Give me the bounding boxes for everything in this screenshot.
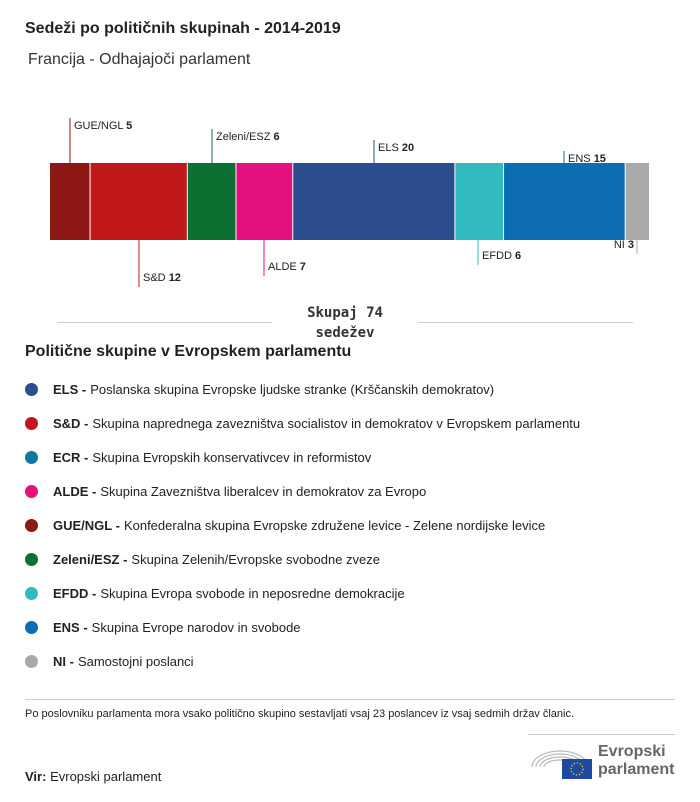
- divider-right: [418, 322, 633, 323]
- legend-item: EFDD - Skupina Evropa svobode in neposred…: [25, 576, 580, 610]
- segment-label: ENS 15: [568, 153, 606, 165]
- segment-label: Zeleni/ESZ 6: [216, 131, 280, 143]
- legend-text: Konfederalna skupina Evropske združene l…: [123, 517, 546, 533]
- total-line2: sedežev: [315, 325, 375, 341]
- bar-segment: [90, 163, 187, 240]
- legend-item: Zeleni/ESZ - Skupina Zelenih/Evropske svo…: [25, 542, 580, 576]
- legend-dot-icon: [25, 416, 38, 430]
- footnote: Po poslovniku parlamenta mora vsako poli…: [25, 708, 575, 720]
- source: Vir: Evropski parlament: [25, 769, 161, 784]
- legend-abbr: ECR -: [53, 449, 89, 465]
- bar-segment: [455, 163, 504, 240]
- legend-text: Skupina Zelenih/Evropske svobodne zveze: [131, 551, 380, 567]
- legend-dot-icon: [25, 484, 38, 498]
- legend-abbr: EFDD -: [53, 585, 97, 601]
- legend-item: ELS - Poslanska skupina Evropske ljudske …: [25, 372, 580, 406]
- legend-abbr: ENS -: [53, 619, 88, 635]
- legend: ELS - Poslanska skupina Evropske ljudske …: [25, 372, 580, 678]
- bar-segment: [293, 163, 455, 240]
- legend-dot-icon: [25, 518, 38, 532]
- chart-title: Sedeži po političnih skupinah - 2014-201…: [25, 20, 341, 37]
- total-line1: Skupaj 74: [307, 305, 383, 321]
- legend-abbr: S&D -: [53, 415, 89, 431]
- legend-abbr: ALDE -: [53, 483, 97, 499]
- segment-label: S&D 12: [143, 272, 181, 284]
- hemicycle-flag-icon: [531, 750, 592, 779]
- bar-segment: [187, 163, 236, 240]
- bar-segment: [504, 163, 625, 240]
- segment-label: NI 3: [614, 239, 634, 251]
- bar-segment: [50, 163, 90, 240]
- legend-abbr: NI -: [53, 653, 74, 669]
- legend-dot-icon: [25, 586, 38, 600]
- legend-abbr: GUE/NGL -: [53, 517, 120, 533]
- logo-divider: [528, 734, 675, 735]
- segment-label: ALDE 7: [268, 261, 306, 273]
- logo-line1: Evropski: [598, 743, 666, 760]
- legend-item: GUE/NGL - Konfederalna skupina Evropske z…: [25, 508, 580, 542]
- divider-left: [57, 322, 272, 323]
- chart-subtitle: Francija - Odhajajoči parlament: [28, 51, 251, 68]
- legend-abbr: Zeleni/ESZ -: [53, 551, 128, 567]
- legend-item: S&D - Skupina naprednega zavezništva soci…: [25, 406, 580, 440]
- bar-segment: [625, 163, 649, 240]
- legend-item: ECR - Skupina Evropskih konservativcev in…: [25, 440, 580, 474]
- legend-text: Skupina Evropskih konservativcev in refo…: [92, 449, 372, 465]
- legend-text: Skupina naprednega zavezništva socialist…: [92, 415, 581, 431]
- segment-label: EFDD 6: [482, 250, 521, 262]
- legend-abbr: ELS -: [53, 381, 87, 397]
- legend-title: Politične skupine v Evropskem parlamentu: [25, 343, 352, 360]
- legend-dot-icon: [25, 654, 38, 668]
- seat-bar-chart: GUE/NGL 5 S&D 12 Zeleni/ESZ 6 ALDE 7 ELS 20 E…: [50, 118, 649, 287]
- legend-item: NI - Samostojni poslanci: [25, 644, 580, 678]
- source-label: Vir:: [25, 769, 47, 784]
- legend-text: Skupina Evropa svobode in neposredne dem…: [100, 585, 405, 601]
- legend-dot-icon: [25, 620, 38, 634]
- source-value: Evropski parlament: [50, 769, 162, 784]
- logo-line2: parlament: [598, 761, 675, 778]
- legend-dot-icon: [25, 450, 38, 464]
- segment-label: ELS 20: [378, 142, 414, 154]
- total-seats: Skupaj 74 sedežev: [270, 303, 420, 343]
- legend-text: Skupina Zavezništva liberalcev in demokr…: [100, 483, 427, 499]
- legend-item: ENS - Skupina Evrope narodov in svobode: [25, 610, 580, 644]
- ep-logo: Evropski parlament: [528, 743, 674, 779]
- bar-segment: [236, 163, 293, 240]
- segment-label: GUE/NGL 5: [74, 120, 132, 132]
- legend-text: Skupina Evrope narodov in svobode: [91, 619, 301, 635]
- legend-dot-icon: [25, 552, 38, 566]
- note-divider: [25, 699, 675, 700]
- legend-dot-icon: [25, 382, 38, 396]
- legend-text: Samostojni poslanci: [77, 653, 194, 669]
- legend-text: Poslanska skupina Evropske ljudske stran…: [90, 381, 495, 397]
- legend-item: ALDE - Skupina Zavezništva liberalcev in …: [25, 474, 580, 508]
